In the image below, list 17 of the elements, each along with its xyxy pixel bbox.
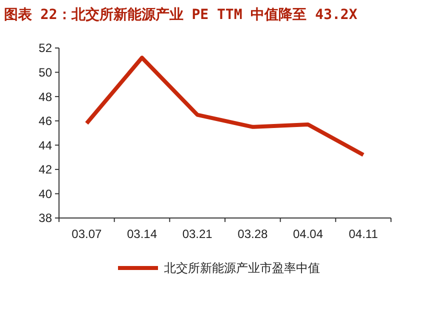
x-tick-label: 04.11 [348, 227, 378, 241]
x-tick-label: 03.14 [126, 227, 158, 241]
x-tick-label: 04.04 [292, 227, 324, 241]
x-tick-label: 03.21 [182, 227, 213, 241]
y-tick-label: 38 [38, 211, 52, 226]
x-tick-label: 03.07 [72, 227, 102, 241]
y-tick-label: 46 [38, 114, 52, 128]
y-tick-label: 50 [38, 65, 52, 80]
y-tick-label: 42 [38, 162, 52, 177]
line-series [84, 56, 366, 157]
y-tick-label: 40 [38, 186, 52, 201]
chart-title: 图表 22：北交所新能源产业 PE TTM 中值降至 43.2X [4, 6, 358, 23]
y-tick-label: 44 [38, 138, 52, 152]
y-tick-label: 52 [38, 41, 52, 56]
y-tick-label: 48 [38, 90, 52, 104]
legend-label: 北交所新能源产业市盈率中值 [164, 261, 320, 276]
x-tick-label: 03.28 [238, 227, 268, 241]
